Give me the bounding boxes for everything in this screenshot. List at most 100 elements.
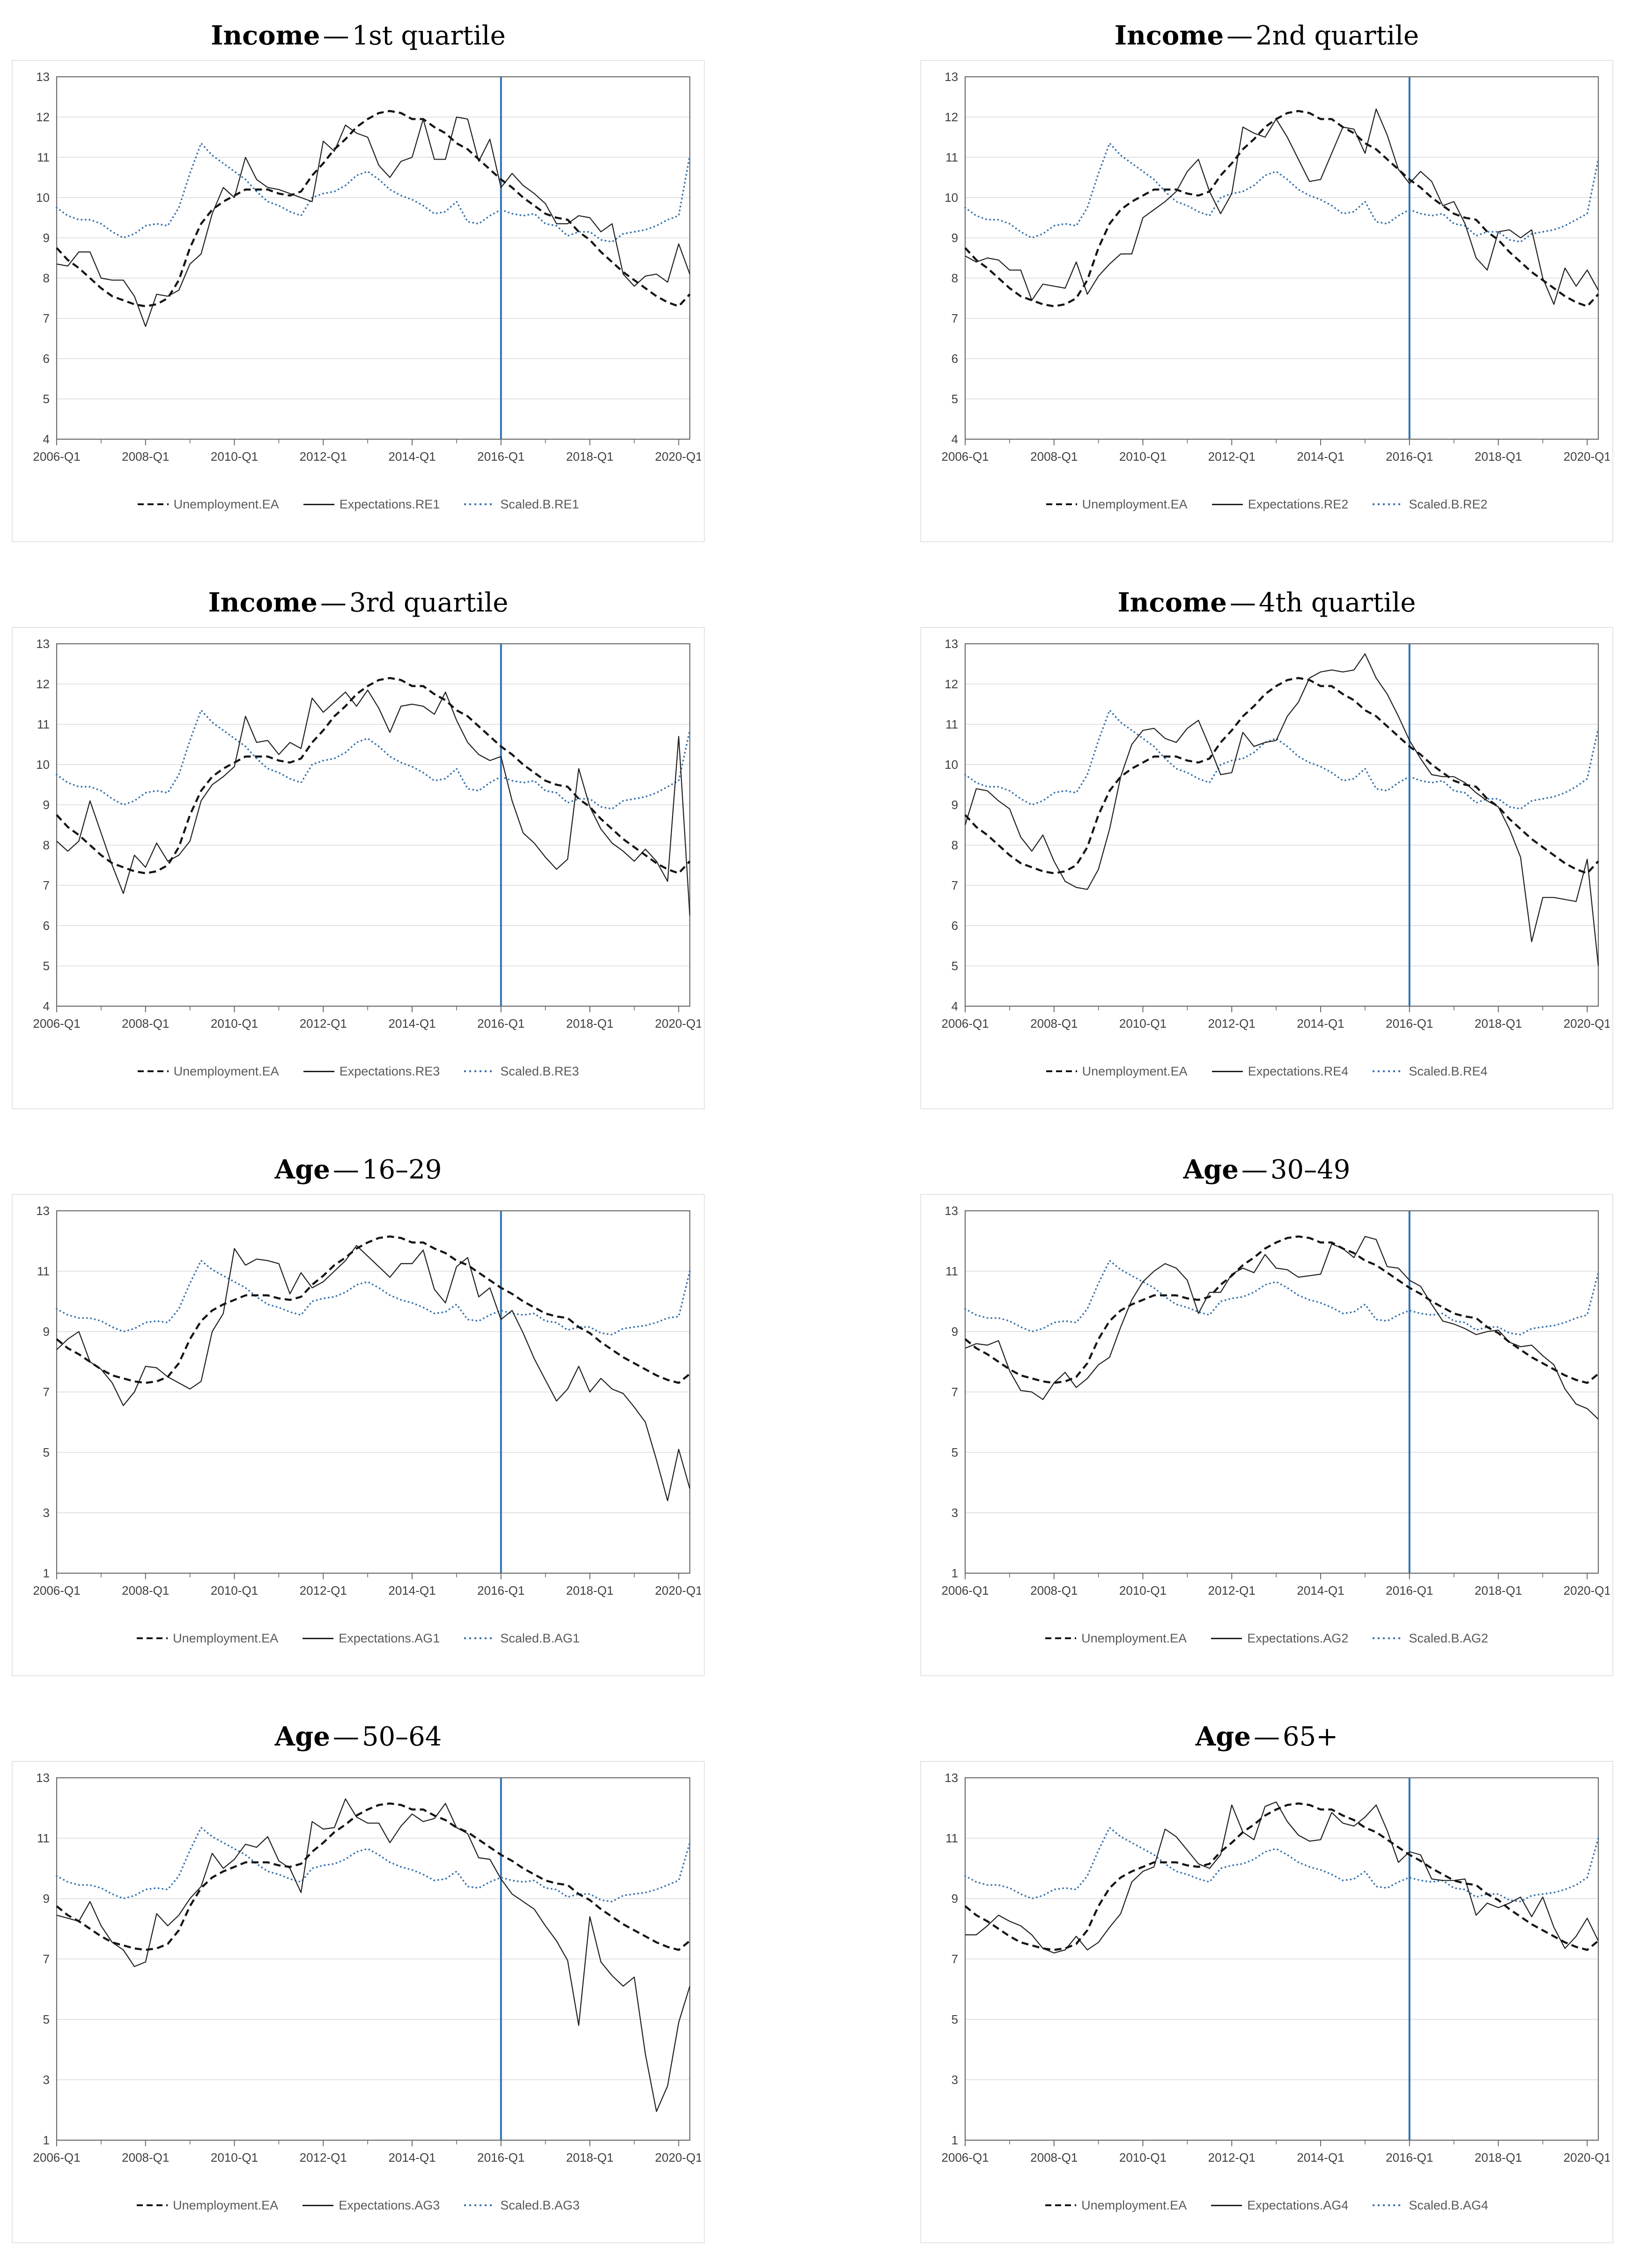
y-tick-label: 10 (36, 758, 50, 772)
y-tick-label: 13 (945, 1204, 958, 1218)
dotted-line-icon (464, 1070, 495, 1072)
x-tick-label: 2006-Q1 (941, 2150, 989, 2165)
chart-legend: Unemployment.EA Expectations.RE3 Scaled.… (15, 1034, 701, 1108)
legend-item-scaled: Scaled.B.RE4 (1373, 1064, 1487, 1079)
plot-frame (56, 643, 691, 1007)
y-tick-label: 11 (945, 150, 958, 164)
legend-label: Expectations.AG1 (339, 1631, 440, 1645)
x-tick-label: 2018-Q1 (1475, 2150, 1522, 2165)
title-category: Age (1183, 1154, 1239, 1185)
chart-title: Income —1st quartile (211, 11, 505, 60)
title-category: Income (211, 20, 320, 51)
y-tick-label: 9 (43, 1325, 50, 1339)
y-tick-label: 9 (952, 1325, 958, 1339)
x-tick-label: 2010-Q1 (211, 449, 258, 464)
chart-canvas-income-q4: 2006-Q1 2008-Q1 2010-Q1 2012-Q1 2014-Q1 2016-… (941, 637, 1610, 1031)
legend-item-unemployment: Unemployment.EA (137, 2198, 278, 2213)
legend-item-unemployment: Unemployment.EA (137, 1631, 278, 1646)
legend-item-scaled: Scaled.B.AG1 (464, 1631, 580, 1646)
x-tick-label: 2012-Q1 (1208, 449, 1256, 464)
chart-box: 2006-Q1 2008-Q1 2010-Q1 2012-Q1 2014-Q1 2016-… (12, 1761, 705, 2243)
legend-label: Scaled.B.RE4 (1409, 1064, 1488, 1078)
x-tick-label: 2020-Q1 (1564, 449, 1610, 464)
x-tick-label: 2020-Q1 (1564, 1016, 1610, 1031)
title-dash: — (1241, 1154, 1268, 1185)
legend-label: Expectations.RE2 (1248, 497, 1349, 511)
chart-box: 2006-Q1 2008-Q1 2010-Q1 2012-Q1 2014-Q1 2016-… (920, 627, 1613, 1109)
x-tick-label: 2014-Q1 (1297, 1583, 1344, 1598)
x-tick-label: 2006-Q1 (941, 1016, 989, 1031)
x-tick-label: 2018-Q1 (1475, 449, 1522, 464)
title-dash: — (320, 587, 347, 618)
x-tick-label: 2018-Q1 (566, 1583, 613, 1598)
chart-canvas-age-16-29: 2006-Q1 2008-Q1 2010-Q1 2012-Q1 2014-Q1 2016-… (33, 1204, 701, 1598)
legend-item-unemployment: Unemployment.EA (137, 1064, 279, 1079)
y-tick-label: 8 (952, 271, 958, 285)
x-tick-label: 2006-Q1 (33, 449, 80, 464)
x-tick-label: 2018-Q1 (1475, 1016, 1522, 1031)
x-tick-label: 2008-Q1 (1030, 1016, 1078, 1031)
series-scaled (56, 1259, 691, 1336)
x-tick-label: 2018-Q1 (1475, 1583, 1522, 1598)
legend-item-scaled: Scaled.B.AG3 (464, 2198, 580, 2213)
y-tick-label: 11 (37, 717, 50, 731)
solid-line-icon (1211, 2204, 1242, 2206)
dotted-line-icon (1373, 2204, 1404, 2206)
legend-label: Expectations.RE4 (1248, 1064, 1349, 1078)
dashed-line-icon (1045, 1637, 1077, 1639)
y-tick-label: 7 (952, 1385, 958, 1399)
y-tick-label: 7 (952, 878, 958, 892)
x-tick-label: 2012-Q1 (1208, 2150, 1256, 2165)
panel-age-50-64: Age —50–64 2006-Q1 2008-Q1 2010-Q1 2012-Q1 20… (12, 1701, 705, 2268)
panel-age-30-49: Age —30–49 2006-Q1 2008-Q1 2010-Q1 2012-Q1 20… (920, 1134, 1613, 1701)
y-tick-label: 1 (952, 2133, 958, 2147)
legend-item-expectations: Expectations.RE3 (303, 1064, 440, 1079)
y-tick-label: 11 (37, 1264, 50, 1278)
legend-item-expectations: Expectations.RE2 (1211, 497, 1349, 512)
series-unemployment (964, 1802, 1599, 1951)
y-tick-label: 9 (43, 798, 50, 812)
x-tick-label: 2008-Q1 (1030, 449, 1078, 464)
legend-label: Unemployment.EA (1082, 1064, 1188, 1078)
series-scaled (56, 708, 691, 810)
x-tick-label: 2014-Q1 (1297, 1016, 1344, 1031)
x-tick-label: 2016-Q1 (477, 2150, 524, 2165)
y-tick-label: 7 (43, 878, 50, 892)
title-dash: — (1229, 587, 1256, 618)
panel-income-4th-quartile: Income —4th quartile 2006-Q1 2008-Q1 2010-Q… (920, 567, 1613, 1134)
x-tick-label: 2020-Q1 (655, 449, 701, 464)
legend-item-unemployment: Unemployment.EA (1046, 497, 1188, 512)
y-tick-label: 3 (952, 2073, 958, 2087)
title-group: 1st quartile (352, 20, 506, 51)
title-group: 50–64 (362, 1721, 442, 1752)
y-tick-label: 9 (43, 231, 50, 245)
legend-label: Expectations.AG4 (1247, 2198, 1349, 2212)
x-tick-label: 2006-Q1 (33, 1583, 80, 1598)
x-tick-label: 2014-Q1 (388, 449, 436, 464)
x-tick-label: 2014-Q1 (388, 1016, 436, 1031)
x-tick-label: 2020-Q1 (655, 1016, 701, 1031)
y-tick-label: 5 (43, 2012, 50, 2026)
y-tick-label: 13 (945, 70, 958, 84)
y-tick-label: 3 (43, 1506, 50, 1520)
legend-item-expectations: Expectations.RE4 (1211, 1064, 1349, 1079)
y-tick-label: 13 (36, 1204, 50, 1218)
title-dash: — (1254, 1721, 1280, 1752)
dotted-line-icon (1373, 503, 1404, 505)
plot-frame (964, 1210, 1599, 1574)
x-tick-label: 2016-Q1 (1386, 1016, 1433, 1031)
x-tick-label: 2010-Q1 (211, 1016, 258, 1031)
chart-canvas-income-q3: 2006-Q1 2008-Q1 2010-Q1 2012-Q1 2014-Q1 2016-… (33, 637, 701, 1031)
y-tick-label: 10 (945, 758, 958, 772)
legend-label: Scaled.B.AG3 (500, 2198, 580, 2212)
legend-item-unemployment: Unemployment.EA (1046, 1064, 1188, 1079)
legend-item-expectations: Expectations.RE1 (303, 497, 440, 512)
legend-item-unemployment: Unemployment.EA (137, 497, 279, 512)
dotted-line-icon (1373, 1637, 1404, 1639)
legend-item-unemployment: Unemployment.EA (1045, 1631, 1187, 1646)
x-tick-label: 2008-Q1 (122, 1016, 169, 1031)
series-unemployment (56, 110, 691, 308)
x-tick-label: 2008-Q1 (1030, 2150, 1078, 2165)
y-tick-label: 5 (43, 392, 50, 406)
